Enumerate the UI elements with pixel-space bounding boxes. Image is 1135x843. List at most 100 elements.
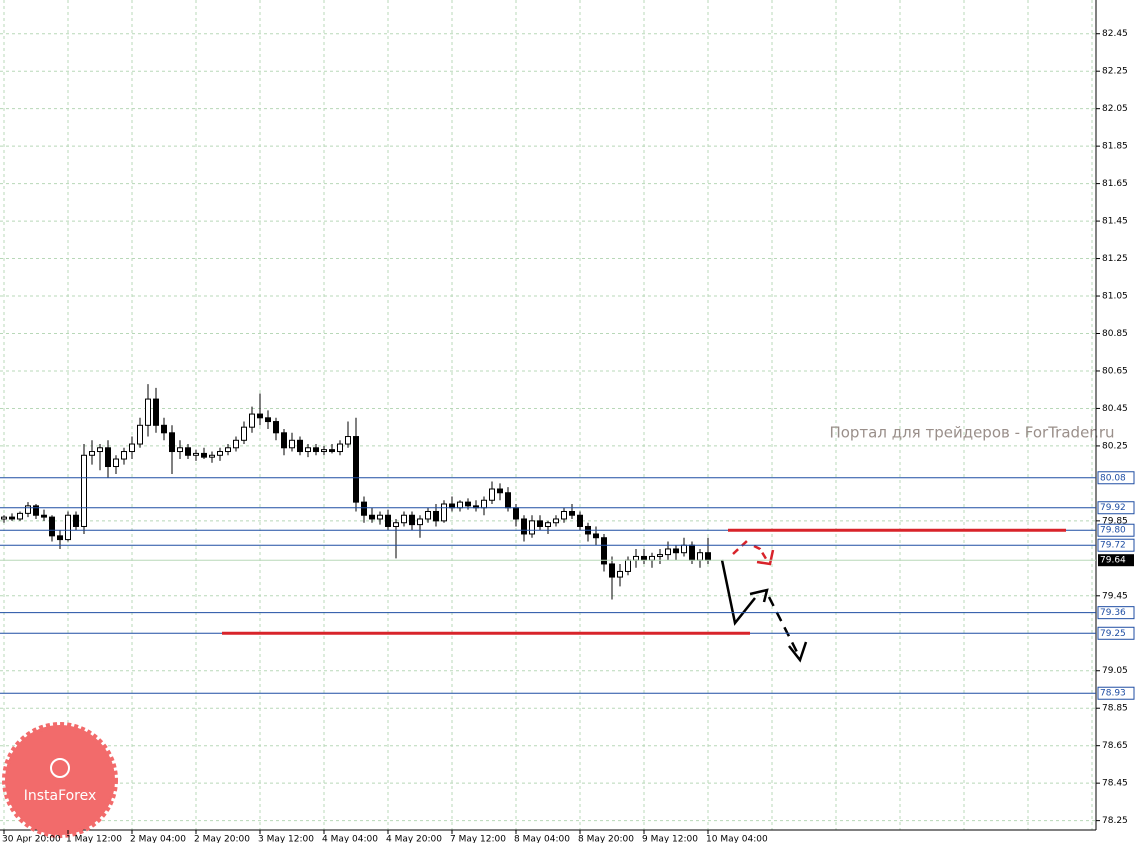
level-label-box (1097, 538, 1135, 552)
y-tick-label: 78.85 (1102, 704, 1128, 714)
y-tick-label: 80.25 (1102, 441, 1128, 451)
price-box (1098, 554, 1134, 567)
candle-body (1, 516, 7, 520)
candle-body (689, 544, 695, 561)
x-tick-label: 1 May 12:00 (66, 835, 122, 843)
candle-body (633, 555, 639, 561)
candle-body (41, 514, 47, 518)
arrow-head (749, 588, 769, 603)
level-label: 80.08 (1100, 473, 1126, 483)
candle-body (305, 447, 311, 453)
x-tick-label: 2 May 20:00 (194, 835, 250, 843)
candle-body (9, 516, 15, 520)
candle-body (425, 510, 431, 520)
candle-body (121, 451, 127, 460)
candle-body (417, 518, 423, 526)
candle-body (481, 499, 487, 509)
candle-body (529, 520, 535, 535)
candle-body (73, 514, 79, 527)
candle-body (505, 492, 511, 509)
candle-body (609, 563, 615, 578)
y-tick-label: 82.45 (1102, 29, 1128, 39)
candle-body (617, 570, 623, 578)
y-tick-label: 78.45 (1102, 779, 1128, 789)
candle-body (569, 510, 575, 516)
y-tick-label: 79.85 (1102, 516, 1128, 526)
candle-body (553, 518, 559, 524)
x-tick-label: 8 May 04:00 (514, 835, 570, 843)
candle-body (105, 447, 111, 468)
candle-body (289, 439, 295, 449)
level-label-box (1097, 686, 1135, 700)
candle-body (401, 514, 407, 524)
candle-body (57, 535, 63, 541)
x-tick-label: 8 May 20:00 (578, 835, 634, 843)
y-tick-label: 81.85 (1102, 142, 1128, 152)
level-label: 78.93 (1100, 689, 1126, 699)
candle-body (321, 449, 327, 453)
candle-body (265, 417, 271, 423)
candle-body (169, 432, 175, 453)
candle-body (561, 510, 567, 520)
candle-body (441, 503, 447, 522)
candle-body (457, 501, 463, 509)
candle-body (673, 548, 679, 554)
level-label: 79.72 (1100, 541, 1126, 551)
candle-body (361, 501, 367, 516)
y-tick-label: 80.65 (1102, 366, 1128, 376)
candle-body (353, 436, 359, 503)
candle-body (273, 421, 279, 434)
candle-body (393, 522, 399, 527)
candle-body (257, 413, 263, 419)
y-tick-label: 81.45 (1102, 217, 1128, 227)
candle-body (145, 398, 151, 426)
y-tick-label: 78.65 (1102, 741, 1128, 751)
candle-body (497, 488, 503, 494)
red-arrow-head (756, 549, 775, 566)
level-label: 79.25 (1100, 629, 1126, 639)
x-tick-label: 4 May 20:00 (386, 835, 442, 843)
x-tick-label: 4 May 04:00 (322, 835, 378, 843)
x-tick-label: 2 May 04:00 (130, 835, 186, 843)
red-arrow (753, 544, 770, 563)
y-tick-label: 81.65 (1102, 179, 1128, 189)
watermark: Портал для трейдеров - ForTrader.ru (829, 424, 1114, 442)
candle-body (601, 537, 607, 565)
candle-body (49, 516, 55, 537)
candle-body (297, 439, 303, 453)
candle-body (337, 443, 343, 453)
level-label-box (1097, 606, 1135, 620)
candle-body (225, 447, 231, 453)
candle-body (193, 452, 199, 456)
candle-body (537, 520, 543, 527)
y-tick-label: 79.45 (1102, 591, 1128, 601)
candle-body (449, 503, 455, 509)
candle-body (577, 514, 583, 527)
level-label-box (1097, 471, 1135, 485)
candle-body (233, 439, 239, 449)
candle-body (153, 398, 159, 426)
candle-body (281, 432, 287, 449)
y-tick-label: 82.25 (1102, 67, 1128, 77)
x-tick-label: 9 May 12:00 (642, 835, 698, 843)
candle-body (465, 501, 471, 507)
candle-body (241, 426, 247, 441)
candle-body (657, 554, 663, 557)
candle-body (593, 533, 599, 539)
candle-body (25, 505, 31, 514)
candle-body (81, 454, 87, 527)
x-tick-label: 7 May 12:00 (450, 835, 506, 843)
logo-icon (50, 758, 70, 778)
arrow-head (788, 641, 808, 663)
candle-body (89, 451, 95, 456)
candle-body (545, 522, 551, 527)
y-tick-label: 79.05 (1102, 666, 1128, 676)
candle-body (697, 552, 703, 561)
y-tick-label: 81.05 (1102, 292, 1128, 302)
candle-body (161, 424, 167, 434)
y-tick-label: 81.25 (1102, 254, 1128, 264)
candle-body (33, 505, 39, 516)
